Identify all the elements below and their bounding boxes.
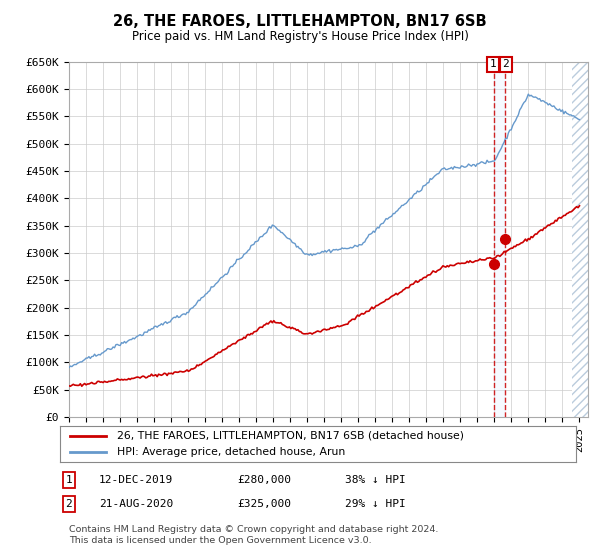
Text: 1: 1 (490, 59, 496, 69)
Text: 38% ↓ HPI: 38% ↓ HPI (345, 475, 406, 485)
Text: Price paid vs. HM Land Registry's House Price Index (HPI): Price paid vs. HM Land Registry's House … (131, 30, 469, 43)
Text: Contains HM Land Registry data © Crown copyright and database right 2024.
This d: Contains HM Land Registry data © Crown c… (69, 525, 439, 545)
Text: HPI: Average price, detached house, Arun: HPI: Average price, detached house, Arun (117, 447, 345, 457)
Text: 1: 1 (65, 475, 73, 485)
Text: 12-DEC-2019: 12-DEC-2019 (99, 475, 173, 485)
Text: 26, THE FAROES, LITTLEHAMPTON, BN17 6SB: 26, THE FAROES, LITTLEHAMPTON, BN17 6SB (113, 14, 487, 29)
Text: 26, THE FAROES, LITTLEHAMPTON, BN17 6SB (detached house): 26, THE FAROES, LITTLEHAMPTON, BN17 6SB … (117, 431, 464, 441)
Text: 21-AUG-2020: 21-AUG-2020 (99, 499, 173, 509)
Bar (494, 62, 505, 417)
Text: £325,000: £325,000 (237, 499, 291, 509)
Text: 29% ↓ HPI: 29% ↓ HPI (345, 499, 406, 509)
Text: 2: 2 (503, 59, 509, 69)
Text: 2: 2 (65, 499, 73, 509)
Text: £280,000: £280,000 (237, 475, 291, 485)
